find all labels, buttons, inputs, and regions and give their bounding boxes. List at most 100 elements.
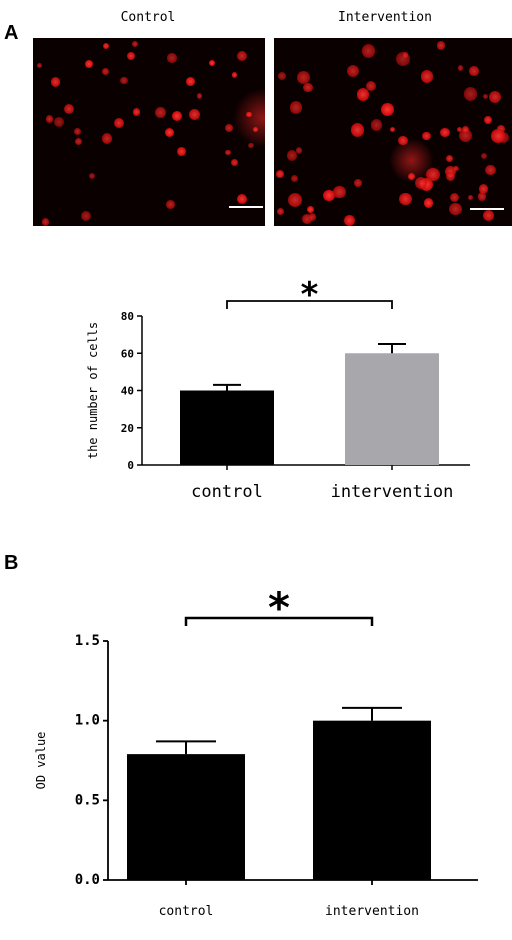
fluorescent-cell	[477, 192, 487, 201]
bar-intervention	[313, 720, 431, 880]
fluorescent-cell	[463, 87, 477, 101]
y-axis-label: the number of cells	[86, 322, 100, 459]
fluorescent-cell	[80, 211, 91, 222]
fluorescence-image-intervention	[274, 38, 512, 226]
fluorescent-cell	[483, 209, 495, 221]
x-category-label: intervention	[325, 904, 419, 919]
fluorescent-cell	[74, 127, 82, 136]
fluorescent-cell	[356, 88, 370, 101]
fluorescent-cell	[440, 127, 450, 138]
y-tick-label: 40	[121, 385, 134, 398]
fluorescent-cell	[102, 42, 110, 50]
fluorescent-cell	[424, 198, 434, 208]
bar-control	[180, 390, 274, 465]
fluorescent-cell	[395, 52, 410, 67]
fluorescent-cell	[381, 103, 394, 116]
fluorescent-cell	[370, 119, 383, 131]
y-tick-label: 0	[127, 459, 134, 472]
image-label-control: Control	[120, 10, 176, 25]
fluorescent-cell	[484, 116, 493, 125]
fluorescent-cell	[51, 77, 61, 87]
bar-control	[127, 754, 245, 880]
fluorescent-cell	[399, 192, 413, 206]
fluorescent-cell	[420, 69, 434, 83]
fluorescent-cell	[354, 179, 362, 187]
fluorescent-cell	[236, 50, 248, 61]
fluorescent-cell	[323, 189, 335, 202]
fluorescent-cell	[458, 65, 464, 71]
fluorescent-cell	[450, 193, 460, 203]
fluorescent-cell	[307, 205, 315, 213]
fluorescent-cell	[154, 106, 166, 118]
fluorescent-cell	[84, 59, 94, 69]
fluorescent-cell	[456, 127, 462, 133]
fluorescent-cell	[42, 218, 50, 226]
fluorescent-cell	[488, 90, 502, 104]
fluorescent-cell	[224, 124, 233, 133]
fluorescent-cell	[287, 150, 298, 161]
fluorescent-cell	[276, 169, 285, 179]
fluorescent-cell	[237, 194, 247, 205]
fluorescent-cell	[346, 65, 359, 78]
fluorescent-cell	[445, 154, 454, 163]
bar-chart-od-value: 0.0 0.5 1.0 1.5 OD value control intervention *	[34, 583, 478, 919]
fluorescent-cell	[485, 164, 496, 176]
fluorescent-cell	[166, 200, 176, 209]
fluorescent-cell	[88, 172, 95, 179]
fluorescent-cell	[468, 66, 479, 76]
fluorescent-cell	[478, 184, 489, 194]
fluorescence-glow	[389, 138, 434, 183]
y-tick-label: 60	[121, 347, 134, 360]
fluorescent-cell	[295, 147, 303, 154]
fluorescent-cell	[308, 213, 317, 221]
fluorescent-cell	[491, 129, 505, 143]
fluorescence-glow	[233, 88, 265, 148]
fluorescent-cell	[365, 80, 376, 92]
fluorescent-cell	[390, 127, 396, 133]
fluorescent-cell	[131, 40, 139, 47]
fluorescent-cell	[287, 193, 302, 208]
x-category-label: control	[159, 904, 214, 919]
fluorescent-cell	[101, 132, 113, 144]
fluorescent-cell	[482, 93, 489, 100]
significance-star: *	[266, 583, 291, 632]
fluorescent-cell	[351, 123, 365, 137]
significance-star: *	[299, 275, 319, 315]
fluorescent-cell	[278, 72, 287, 81]
panel-letter-a: A	[4, 22, 19, 44]
fluorescent-cell	[453, 165, 459, 171]
fluorescent-cell	[302, 214, 313, 224]
fluorescence-image-control	[33, 38, 265, 226]
fluorescent-cell	[480, 152, 487, 159]
fluorescent-cell	[231, 158, 239, 166]
image-label-intervention: Intervention	[338, 10, 432, 25]
y-tick-label: 1.5	[75, 633, 100, 649]
fluorescent-cell	[63, 103, 75, 114]
fluorescent-cell	[446, 171, 456, 181]
scale-bar	[229, 206, 263, 208]
fluorescent-cell	[177, 147, 187, 157]
fluorescent-cell	[467, 195, 473, 201]
fluorescent-cell	[303, 82, 314, 93]
scale-bar	[470, 208, 504, 210]
fluorescent-cell	[461, 126, 469, 133]
y-tick-label: 80	[121, 310, 134, 323]
x-category-label: intervention	[331, 482, 454, 502]
y-tick-label: 1.0	[75, 713, 100, 729]
fluorescent-cell	[444, 165, 456, 177]
bar-chart-cell-count: 0 20 40 60 80 the number of cells control inter…	[86, 275, 470, 502]
fluorescent-cell	[54, 117, 64, 127]
fluorescent-cell	[277, 208, 285, 216]
fluorescent-cell	[186, 76, 196, 86]
fluorescent-cell	[37, 62, 43, 69]
fluorescent-cell	[126, 51, 135, 60]
fluorescent-cell	[458, 128, 472, 143]
fluorescent-cell	[297, 70, 311, 84]
y-tick-label: 0.5	[75, 792, 100, 808]
fluorescent-cell	[449, 202, 462, 216]
fluorescent-cell	[231, 72, 237, 78]
fluorescent-cell	[209, 59, 216, 66]
fluorescent-cell	[361, 44, 376, 58]
fluorescent-cell	[196, 93, 203, 99]
fluorescent-cell	[289, 101, 303, 114]
